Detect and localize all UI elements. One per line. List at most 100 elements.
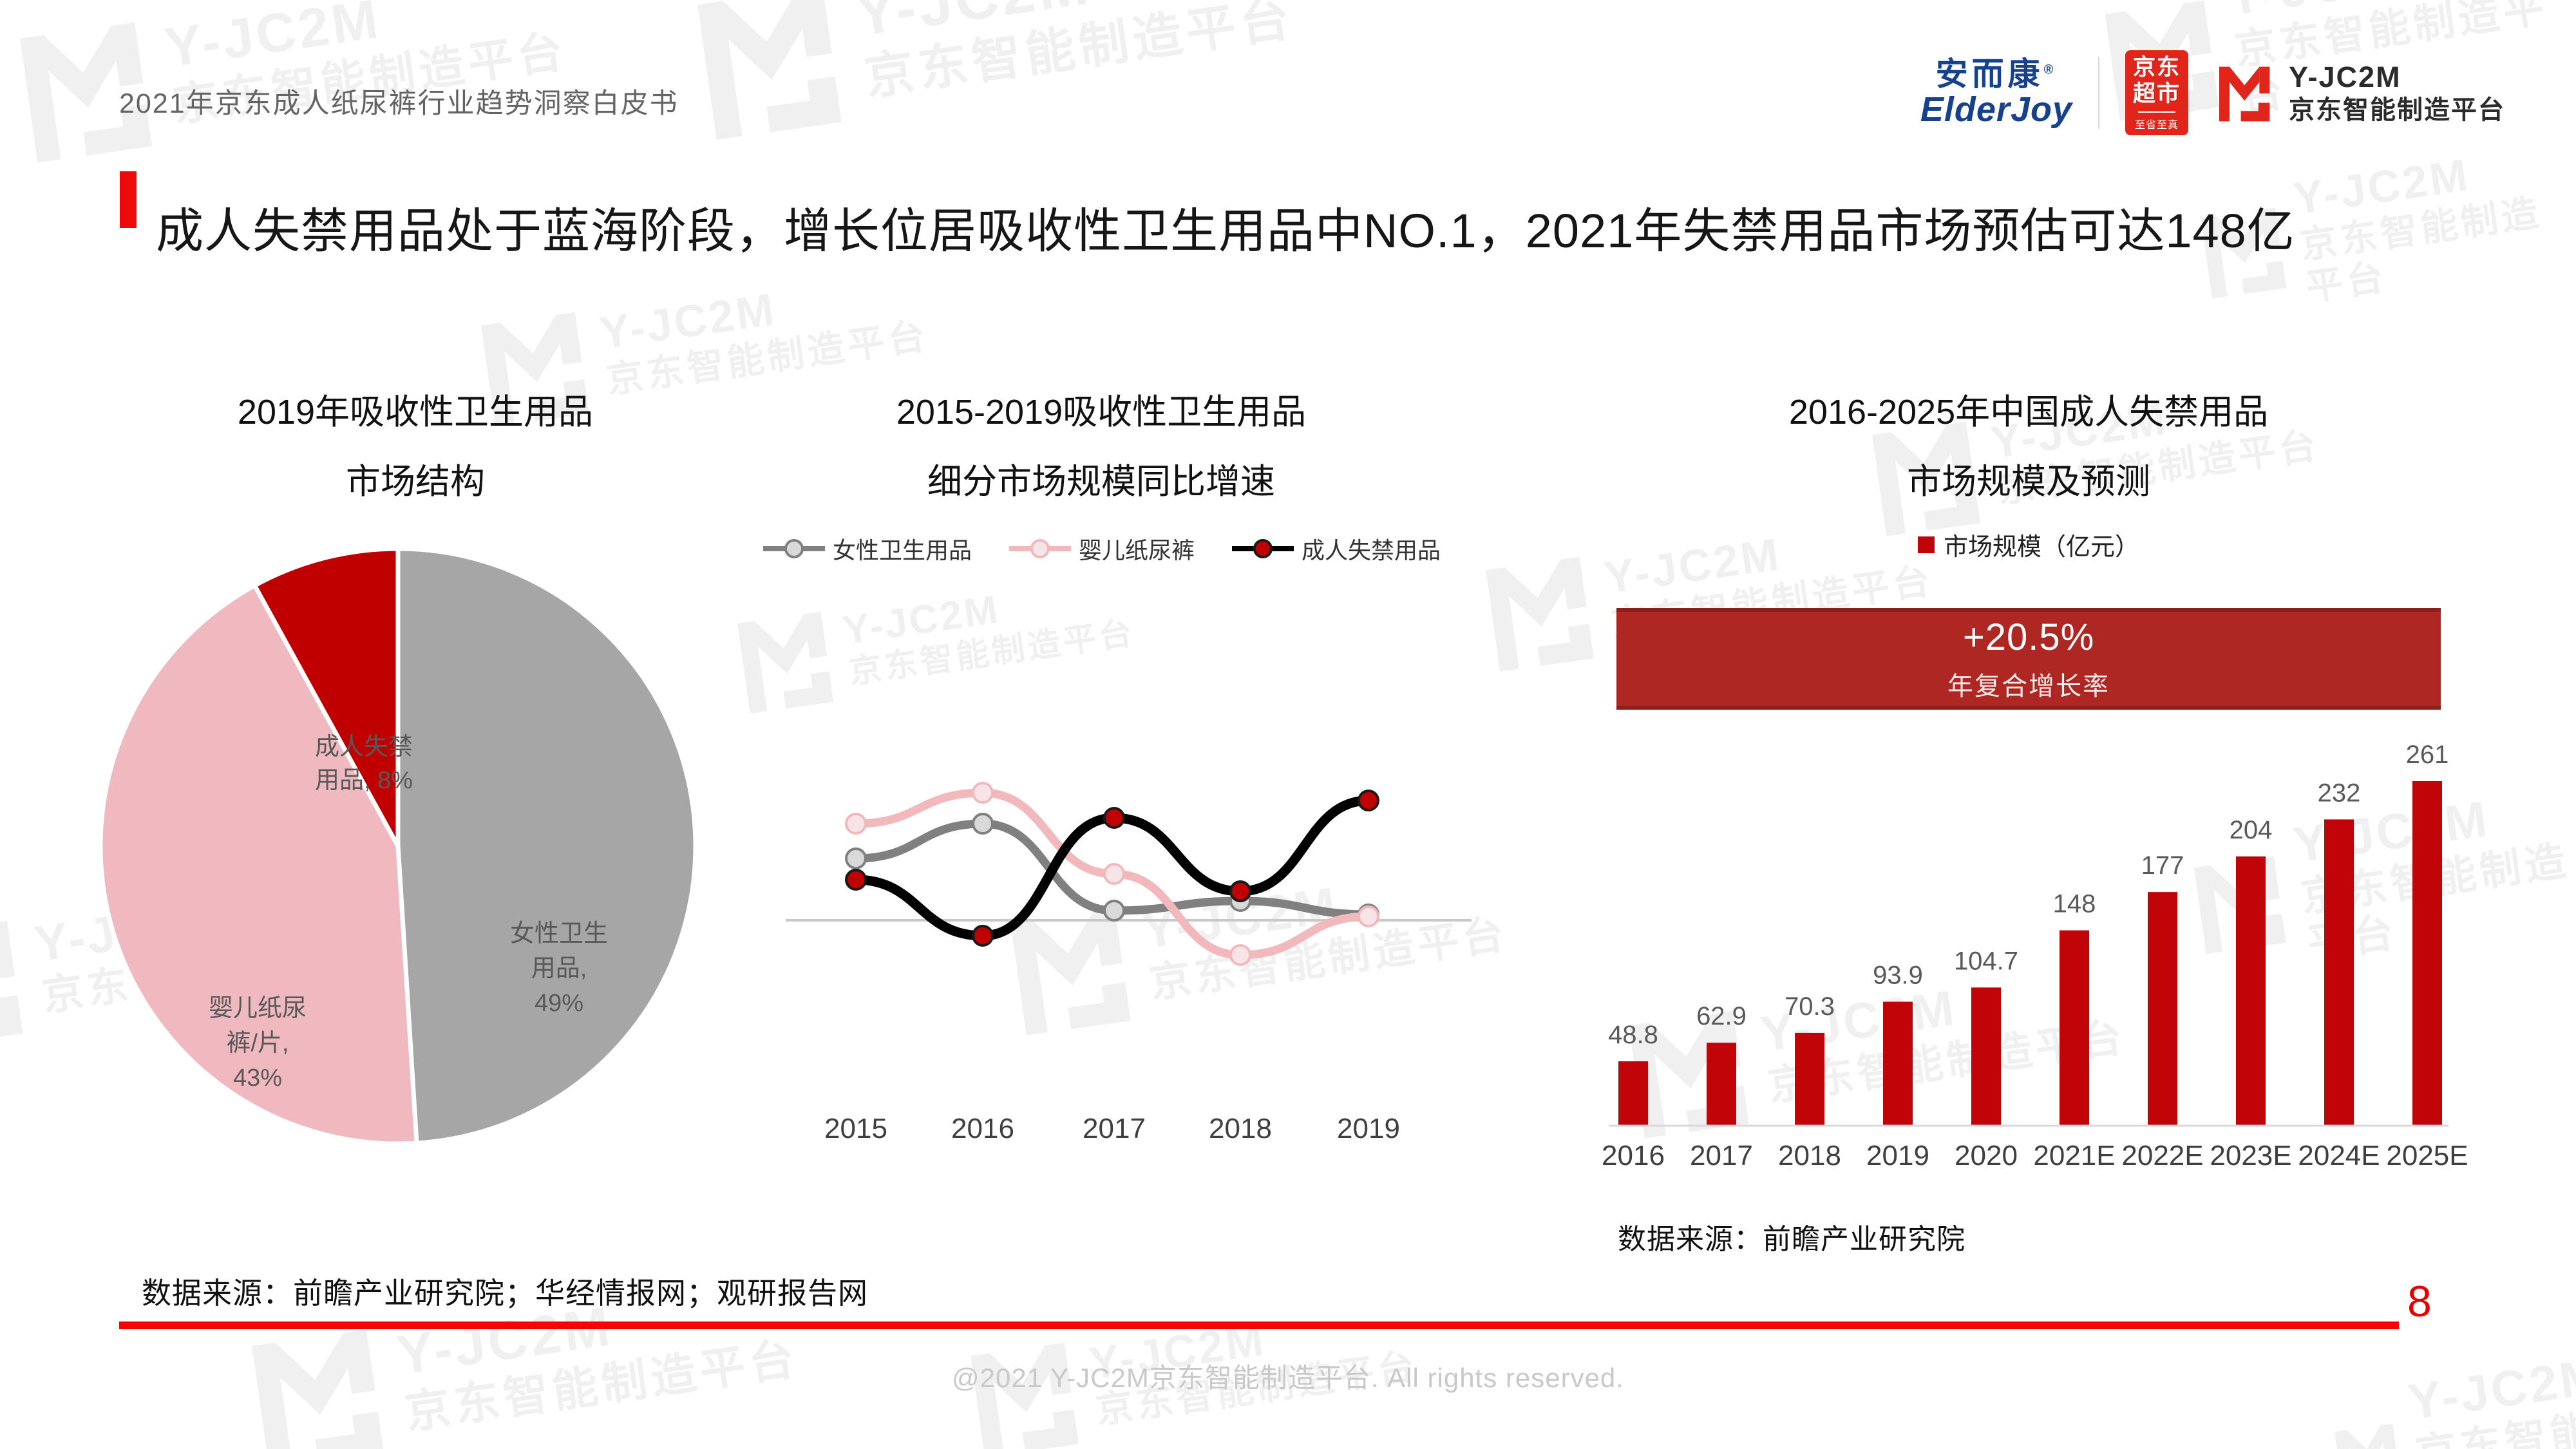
logo-cluster: 安而康® ElderJoy 京东 超市 至省至真 Y-JC2M 京东智能制造平台	[1920, 50, 2505, 135]
line-series-0-point-1	[972, 813, 994, 835]
bar-2018	[1795, 1032, 1824, 1126]
platform-name-label: 京东智能制造平台	[2289, 96, 2505, 124]
line-series-1-point-4	[1358, 905, 1379, 927]
pie-slice-label-2: 成人失禁用品, 8%	[315, 734, 413, 794]
bar-value-2018: 70.3	[1785, 992, 1835, 1021]
line-x-label-2018: 2018	[1209, 1113, 1272, 1144]
legend-item-2: 成人失禁用品	[1231, 532, 1441, 565]
page-title: 成人失禁用品处于蓝海阶段，增长位居吸收性卫生用品中NO.1，2021年失禁用品市…	[156, 204, 2295, 258]
line-series-1-point-0	[845, 813, 867, 835]
line-x-label-2019: 2019	[1337, 1113, 1400, 1144]
line-series-1-point-3	[1229, 944, 1251, 966]
bar-chart-x-axis: 2016 2017 2018 2019 2020 2021E 2022E 2023E 2024E…	[1602, 1140, 2468, 1179]
bar-value-2022E: 177	[2141, 851, 2184, 880]
legend-marker-icon	[1232, 539, 1294, 558]
report-header: 2021年京东成人纸尿裤行业趋势洞察白皮书	[119, 88, 679, 119]
bar-x-label-2017: 2017	[1690, 1140, 1753, 1171]
cagr-value: +20.5%	[1962, 616, 2095, 658]
pie-slice-0	[395, 546, 698, 1146]
jd-badge-line2: 超市	[2132, 81, 2181, 106]
platform-code-label: Y-JC2M	[2289, 61, 2401, 93]
bar-value-2020: 104.7	[1954, 947, 2018, 975]
legend-label: 女性卫生用品	[832, 537, 972, 564]
platform-logo: Y-JC2M 京东智能制造平台	[2214, 60, 2505, 126]
bar-value-2017: 62.9	[1696, 1002, 1747, 1030]
line-series-1-point-2	[1103, 863, 1125, 885]
bar-value-2016: 48.8	[1608, 1021, 1658, 1049]
line-series-2-point-3	[1229, 880, 1251, 902]
bar-2024E	[2324, 819, 2354, 1126]
line-x-label-2016: 2016	[951, 1113, 1014, 1144]
bar-x-label-2021E: 2021E	[2033, 1140, 2116, 1171]
pie-slice-2	[251, 546, 401, 848]
bar-chart-legend: 市场规模（亿元）	[1604, 527, 2454, 562]
line-series-1-point-1	[972, 782, 994, 804]
legend-item-1: 婴儿纸尿裤	[1008, 532, 1195, 565]
jd-badge-subtitle: 至省至真	[2134, 120, 2179, 131]
logo-divider	[2098, 57, 2099, 129]
pie-slice-label-0: 女性卫生用品, 49%	[510, 920, 608, 1017]
jd-badge-line1: 京东	[2132, 55, 2181, 80]
line-chart-x-axis: 2015 2016 2017 2018 2019	[766, 1113, 1488, 1151]
line-series-0-point-2	[1103, 900, 1125, 922]
line-chart-legend: 女性卫生用品 婴儿纸尿裤 成人失禁用品	[753, 532, 1449, 565]
bar-x-label-2025E: 2025E	[2386, 1140, 2468, 1171]
line-chart-title: 2015-2019吸收性卫生用品 细分市场规模同比增速	[896, 393, 1307, 501]
bar-x-label-2016: 2016	[1602, 1140, 1665, 1171]
pie-slice-1	[98, 582, 419, 1146]
line-series-2-point-2	[1103, 807, 1125, 829]
bar-2016	[1618, 1061, 1648, 1126]
bar-chart: 48.8 62.9 70.3 93.9 104.7 148 177 204 232 261	[1608, 741, 2449, 1127]
bar-x-label-2022E: 2022E	[2121, 1140, 2204, 1171]
bar-2020	[1971, 987, 2001, 1126]
line-series-2-point-4	[1358, 790, 1379, 811]
elderjoy-en-label: ElderJoy	[1920, 90, 2072, 129]
pie-chart-title: 2019年吸收性卫生用品 市场结构	[237, 393, 594, 501]
legend-label: 成人失禁用品	[1302, 537, 1441, 564]
bar-value-2019: 93.9	[1873, 961, 1923, 990]
yjc2m-m-glyph	[2219, 66, 2270, 121]
bar-2017	[1707, 1043, 1736, 1126]
legend-item-0: 女性卫生用品	[762, 532, 972, 565]
bar-x-label-2023E: 2023E	[2210, 1140, 2292, 1171]
footer-divider-line	[119, 1321, 2399, 1329]
bar-2023E	[2236, 856, 2266, 1126]
footer-copyright: @2021 Y-JC2M京东智能制造平台. All rights reserve…	[952, 1363, 1624, 1393]
bar-x-label-2020: 2020	[1955, 1140, 2018, 1171]
bar-legend-label: 市场规模（亿元）	[1943, 534, 2139, 561]
line-series-2-point-1	[972, 925, 994, 947]
line-series-2-point-0	[845, 869, 867, 891]
jd-supermarket-badge: 京东 超市 至省至真	[2125, 50, 2188, 135]
bar-value-2021E: 148	[2053, 890, 2096, 918]
cagr-annotation-banner: +20.5% 年复合增长率	[1616, 608, 2441, 710]
legend-label: 婴儿纸尿裤	[1078, 537, 1195, 564]
yjc2m-mark-icon	[2214, 61, 2276, 126]
pie-chart: 成人失禁用品, 8% 女性卫生用品, 49% 婴儿纸尿裤/片, 43%	[98, 546, 698, 1146]
legend-marker-icon	[762, 539, 825, 558]
bar-2022E	[2148, 892, 2177, 1126]
legend-swatch-icon	[1917, 536, 1935, 553]
bar-value-2023E: 204	[2230, 816, 2273, 844]
page-number: 8	[2407, 1277, 2432, 1326]
line-x-label-2015: 2015	[824, 1113, 887, 1144]
bar-value-2025E: 261	[2406, 741, 2449, 769]
elderjoy-cn-label: 安而康	[1935, 56, 2044, 93]
bar-2019	[1883, 1001, 1913, 1126]
elderjoy-logo: 安而康® ElderJoy	[1920, 57, 2072, 128]
bar-chart-title: 2016-2025年中国成人失禁用品 市场规模及预测	[1788, 393, 2269, 501]
bar-value-2024E: 232	[2318, 779, 2361, 807]
bar-x-label-2018: 2018	[1778, 1140, 1841, 1171]
line-x-label-2017: 2017	[1083, 1113, 1146, 1144]
title-accent-bar	[120, 171, 137, 228]
line-series-0	[851, 819, 1373, 919]
registered-mark: ®	[2043, 62, 2058, 77]
pie-slice-label-1: 婴儿纸尿裤/片, 43%	[209, 995, 307, 1092]
legend-marker-icon	[1009, 539, 1071, 558]
line-chart	[786, 782, 1472, 966]
jd-badge-divider	[2138, 111, 2175, 113]
bar-x-label-2024E: 2024E	[2298, 1140, 2380, 1171]
data-source-note: 数据来源：前瞻产业研究院；华经情报网；观研报告网	[142, 1276, 868, 1310]
bar-chart-source: 数据来源：前瞻产业研究院	[1618, 1224, 1965, 1255]
bar-2025E	[2412, 781, 2442, 1126]
bar-2021E	[2060, 930, 2089, 1126]
